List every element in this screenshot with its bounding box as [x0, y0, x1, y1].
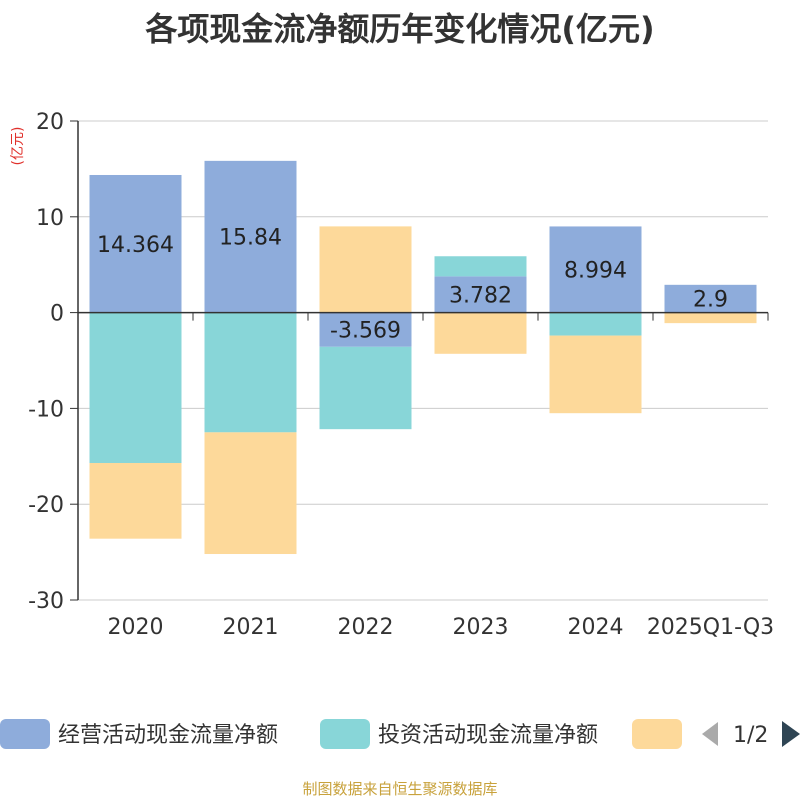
bar-segment: [434, 276, 527, 313]
legend-swatch-investing[interactable]: [320, 719, 370, 749]
data-label: 3.782: [449, 283, 512, 308]
data-labels: 14.364 15.84 -3.569 3.782 8.994 2.9: [97, 226, 728, 344]
y-tick-label: -20: [28, 493, 64, 518]
legend-swatch-third[interactable]: [632, 719, 682, 749]
bar-segment: [89, 312, 182, 464]
bar-segment: [549, 335, 642, 414]
x-tick-label: 2025Q1-Q3: [647, 615, 774, 640]
bar-segment: [204, 432, 297, 555]
y-tick-label: -30: [28, 589, 64, 614]
y-tick-label: 20: [36, 110, 64, 135]
bar-segment: [204, 160, 297, 313]
axes: 20 10 0 -10 -20 -30 2020 2021 2022 2023 2024 2025Q1…: [28, 110, 774, 640]
y-tick-label: -10: [28, 397, 64, 422]
legend: 经营活动现金流量净额 投资活动现金流量净额 1/2: [0, 719, 800, 749]
bar-segment: [319, 226, 412, 313]
legend-label-operating[interactable]: 经营活动现金流量净额: [58, 723, 278, 748]
legend-swatch-operating[interactable]: [0, 719, 50, 749]
chart-title: 各项现金流净额历年变化情况(亿元): [145, 10, 655, 48]
data-label: -3.569: [330, 319, 401, 344]
x-tick-label: 2024: [568, 615, 624, 640]
bar-segment: [319, 346, 412, 430]
x-tick-label: 2020: [108, 615, 164, 640]
bar-segment: [549, 226, 642, 313]
y-tick-label: 0: [50, 302, 64, 327]
y-tick-label: 10: [36, 206, 64, 231]
legend-next-arrow-icon[interactable]: [782, 721, 800, 747]
data-label: 2.9: [693, 288, 728, 313]
bar-segment: [664, 312, 757, 324]
bar-segment: [549, 312, 642, 336]
data-label: 14.364: [97, 233, 174, 258]
legend-page-indicator: 1/2: [733, 723, 768, 748]
data-label: 15.84: [219, 226, 282, 251]
data-source-note: 制图数据来自恒生聚源数据库: [302, 780, 498, 798]
bar-segment: [434, 256, 527, 277]
legend-label-investing[interactable]: 投资活动现金流量净额: [378, 723, 598, 748]
bar-segment: [434, 312, 527, 354]
x-tick-label: 2022: [338, 615, 394, 640]
y-axis-label: (亿元): [10, 127, 26, 166]
bar-segment: [89, 174, 182, 313]
bar-segment: [204, 312, 297, 433]
grid-lines: [78, 120, 768, 601]
legend-prev-arrow-icon[interactable]: [702, 722, 718, 746]
data-label: 8.994: [564, 259, 627, 284]
x-tick-label: 2023: [453, 615, 509, 640]
x-tick-label: 2021: [223, 615, 279, 640]
bar-segment: [319, 312, 412, 347]
bars: [89, 160, 757, 555]
bar-segment: [89, 463, 182, 539]
bar-segment: [664, 284, 757, 313]
